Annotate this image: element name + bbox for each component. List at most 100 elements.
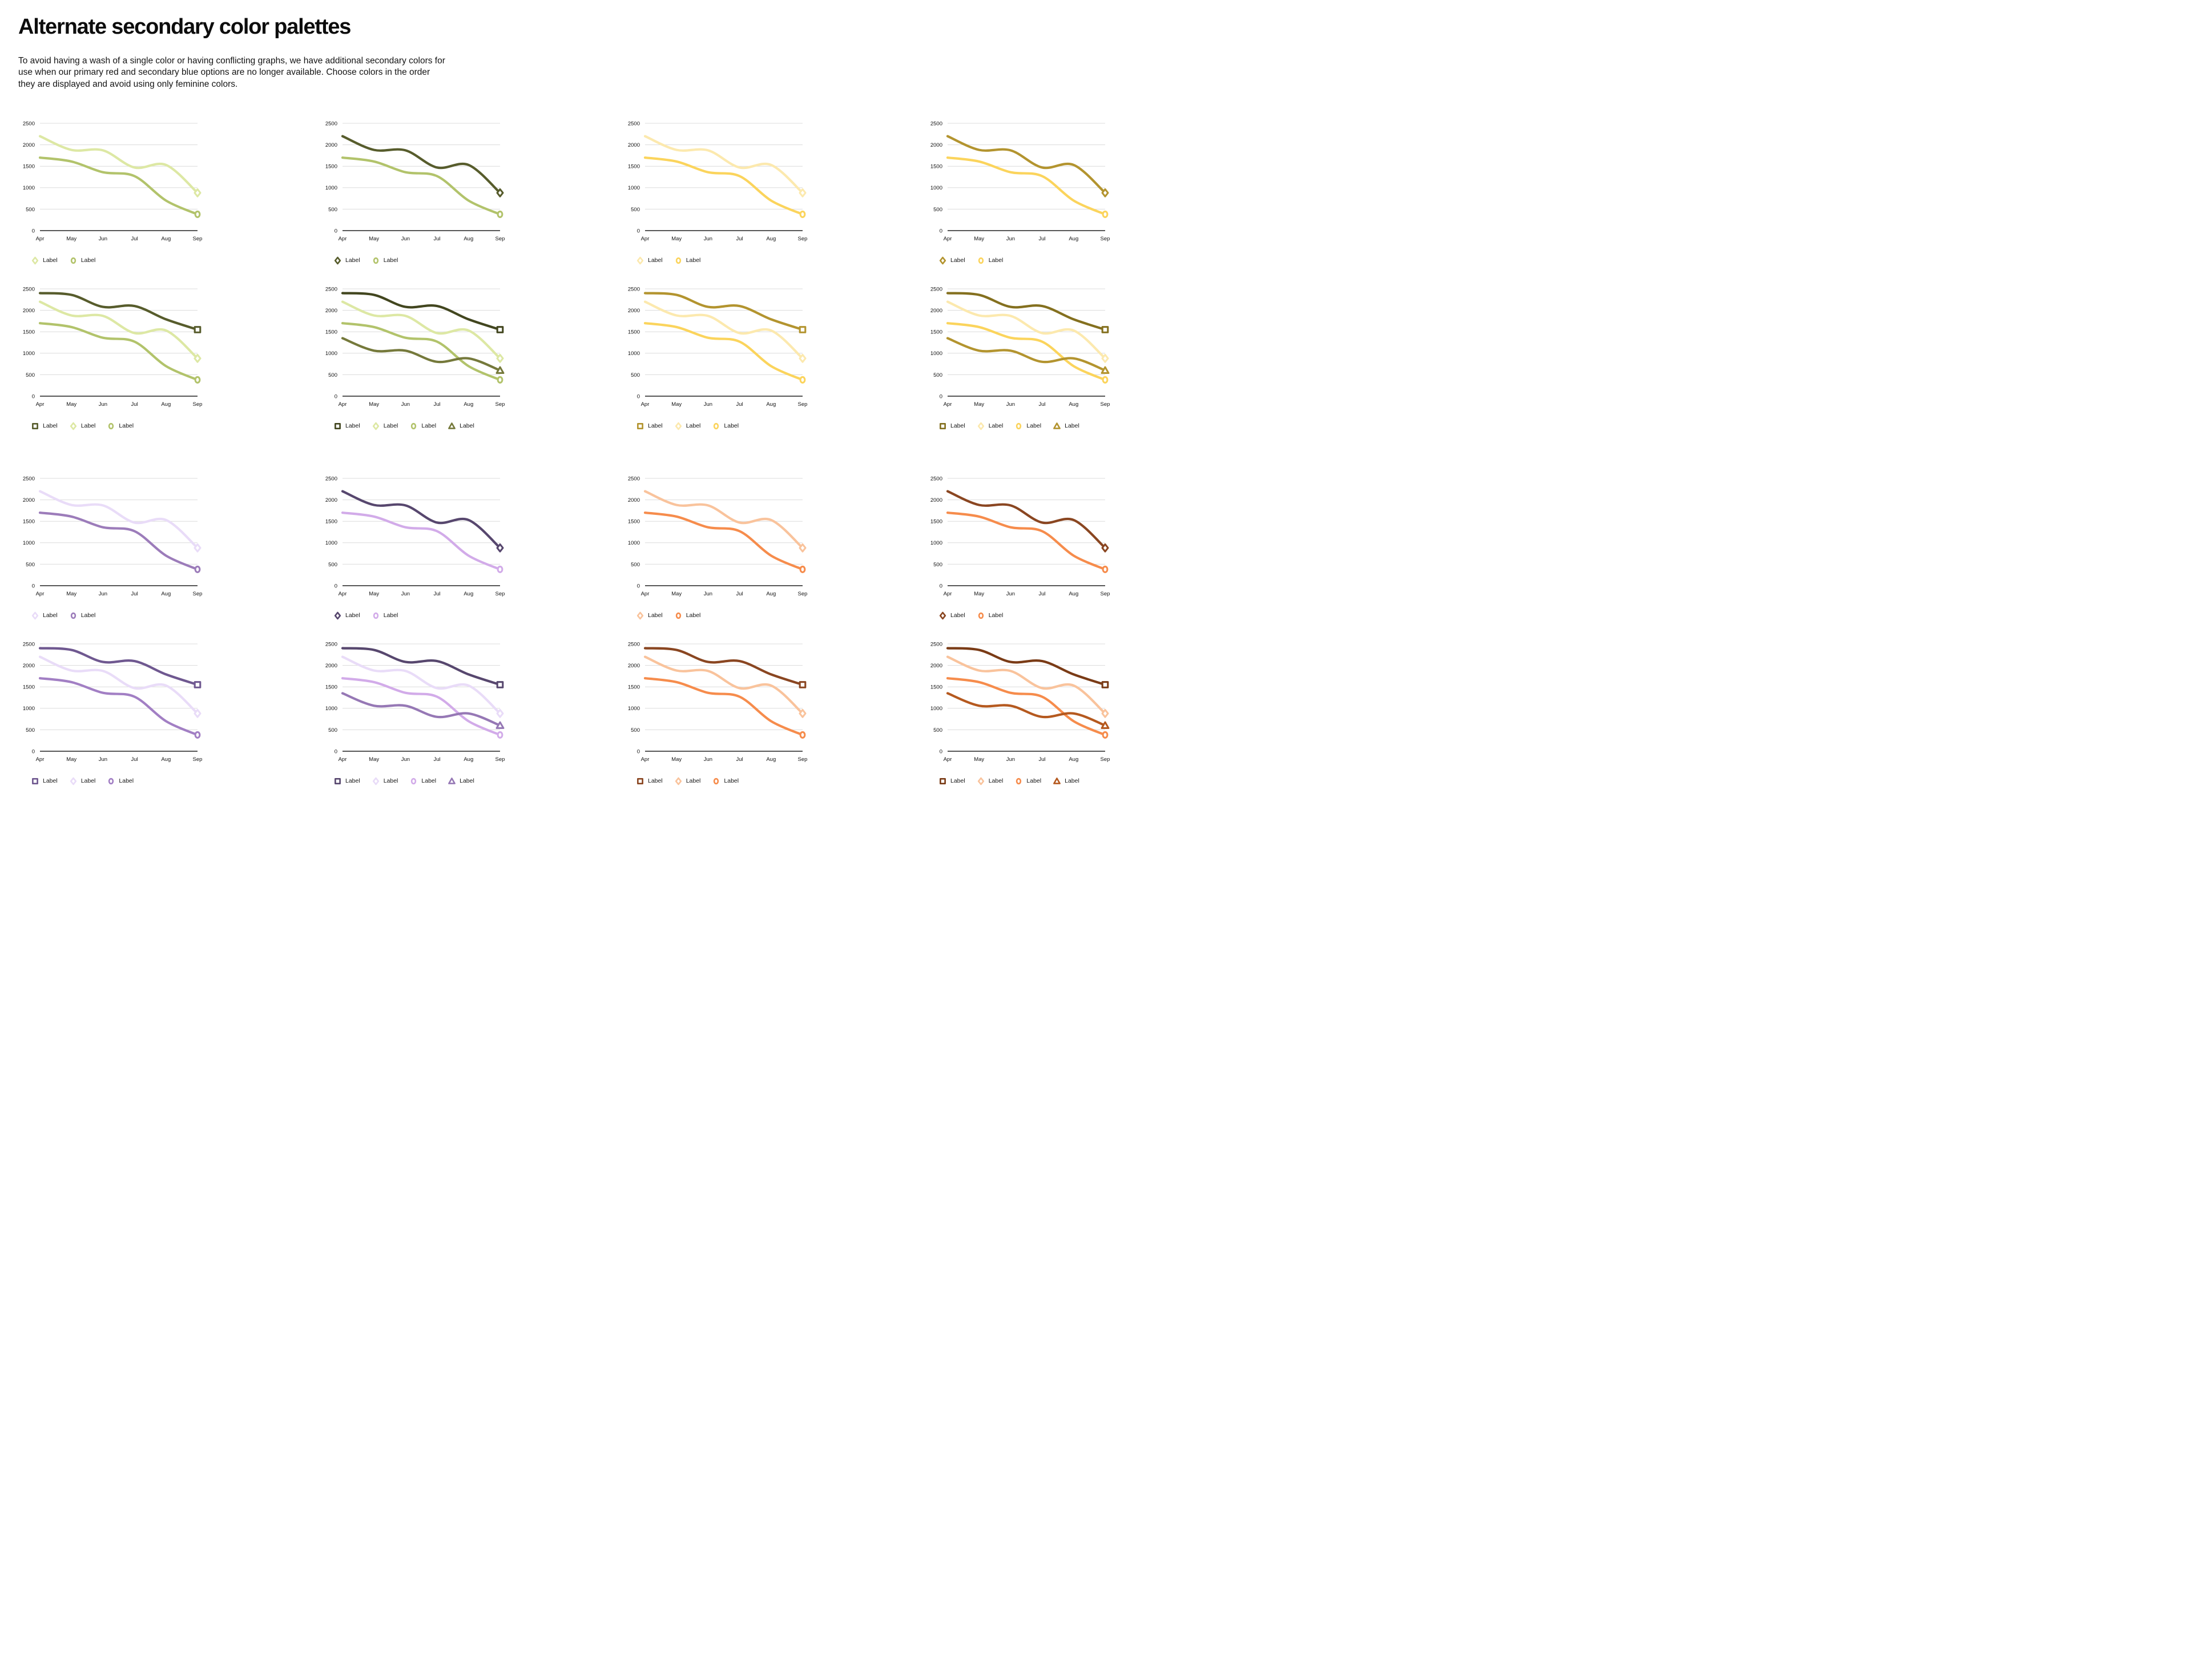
square-marker-icon	[1101, 326, 1109, 334]
legend-item: Label	[31, 777, 58, 785]
square-marker-icon	[940, 422, 946, 429]
x-axis-tick-label: Apr	[36, 236, 45, 242]
line-series-A	[946, 490, 1107, 550]
y-axis-tick-label: 2500	[628, 476, 640, 482]
line-series-A	[38, 490, 199, 550]
legend-label: Label	[421, 422, 437, 430]
y-axis-tick-label: 1000	[930, 186, 942, 192]
line-chart: 0 500 1000 1500 2000 2500 Apr May Jun Jul Aug Sep	[930, 287, 1110, 408]
chart-green-3-series: 0 500 1000 1500 2000 2500 Apr May Jun Jul Aug Sep La…	[18, 284, 203, 430]
legend-circle-icon	[70, 612, 76, 619]
y-axis-tick-label: 1500	[628, 164, 640, 170]
line-series-A	[341, 655, 502, 715]
x-axis-tick-label: Aug	[766, 591, 776, 597]
x-axis-tick-label: Sep	[193, 591, 203, 597]
x-axis-tick-label: Apr	[36, 756, 45, 763]
legend-diamond-icon	[31, 611, 39, 620]
x-axis-tick-label: May	[66, 591, 76, 597]
x-axis-tick-label: Aug	[766, 401, 776, 408]
x-axis-tick-label: Jul	[736, 401, 743, 408]
circle-marker-icon	[799, 566, 806, 574]
y-axis-tick-label: 1000	[628, 186, 640, 192]
legend-triangle-icon	[1053, 777, 1061, 784]
circle-marker-icon	[497, 376, 503, 384]
x-axis-tick-label: May	[66, 401, 76, 408]
y-axis-tick-label: 1500	[628, 684, 640, 691]
legend-diamond-icon	[70, 422, 76, 430]
y-axis-tick-label: 1000	[628, 351, 640, 357]
legend-square-icon	[32, 777, 38, 784]
chart-grid-purple-orange: 0 500 1000 1500 2000 2500 Apr May Jun Jul Aug Sep La…	[18, 474, 1110, 785]
triangle-marker-icon	[448, 422, 456, 429]
y-axis-tick-label: 1000	[325, 351, 337, 357]
y-axis-tick-label: 1500	[930, 519, 942, 525]
legend-label: Label	[686, 777, 701, 785]
legend-label: Label	[345, 777, 360, 785]
x-axis-tick-label: May	[66, 236, 76, 242]
y-axis-tick-label: 2500	[325, 121, 337, 127]
y-axis-tick-label: 1500	[23, 164, 35, 170]
y-axis-tick-label: 1500	[23, 519, 35, 525]
y-axis-tick-label: 2500	[325, 642, 337, 648]
legend-circle-icon	[373, 612, 378, 619]
y-axis-tick-label: 2500	[628, 642, 640, 648]
y-axis-tick-label: 1500	[325, 684, 337, 691]
triangle-marker-icon	[1101, 721, 1110, 730]
legend-item: Label	[674, 422, 700, 430]
line-series-B	[38, 511, 199, 571]
chart-orange-2-series: 0 500 1000 1500 2000 2500 Apr May Jun Jul Aug Sep La…	[623, 474, 807, 620]
chart-legend: Label Label Label Label	[333, 776, 502, 785]
legend-item: Label	[333, 256, 360, 265]
legend-label: Label	[80, 257, 96, 264]
diamond-marker-icon	[334, 611, 341, 620]
legend-item: Label	[31, 611, 58, 620]
line-series-A	[643, 655, 804, 715]
y-axis-tick-label: 1500	[325, 164, 337, 170]
y-axis-tick-label: 2500	[23, 476, 35, 482]
x-axis-tick-label: Jun	[401, 401, 410, 408]
legend-label: Label	[80, 777, 96, 785]
diamond-marker-icon	[1101, 354, 1109, 364]
x-axis-tick-label: Apr	[944, 591, 952, 597]
line-series-B	[643, 511, 804, 571]
circle-marker-icon	[978, 257, 984, 264]
legend-label: Label	[43, 257, 58, 264]
legend-diamond-icon	[675, 422, 682, 430]
x-axis-tick-label: Jul	[1039, 401, 1046, 408]
diamond-marker-icon	[1101, 188, 1109, 198]
y-axis-tick-label: 2000	[930, 497, 942, 503]
legend-item: Label	[409, 422, 436, 430]
y-axis-tick-label: 2500	[325, 476, 337, 482]
circle-marker-icon	[799, 376, 806, 384]
legend-label: Label	[383, 257, 398, 264]
chart-green-2-series: 0 500 1000 1500 2000 2500 Apr May Jun Jul Aug Sep La…	[321, 119, 505, 265]
diamond-marker-icon	[31, 256, 39, 265]
circle-marker-icon	[978, 612, 984, 619]
legend-label: Label	[724, 422, 739, 430]
x-axis-tick-label: Sep	[495, 401, 505, 408]
square-marker-icon	[1101, 681, 1109, 689]
x-axis-tick-label: Sep	[495, 236, 505, 242]
x-axis-tick-label: Sep	[1101, 756, 1110, 763]
legend-item: Label	[636, 256, 663, 265]
chart-yellow-2-series: 0 500 1000 1500 2000 2500 Apr May Jun Jul Aug Sep La…	[926, 119, 1110, 265]
y-axis-tick-label: 500	[26, 207, 35, 213]
square-marker-icon	[637, 777, 643, 784]
chart-purple-2-series: 0 500 1000 1500 2000 2500 Apr May Jun Jul Aug Sep La…	[321, 474, 505, 620]
triangle-marker-icon	[1053, 422, 1061, 429]
chart-legend: Label Label Label	[31, 421, 200, 430]
x-axis-tick-label: Sep	[193, 401, 203, 408]
square-marker-icon	[496, 326, 504, 334]
line-series-B	[946, 322, 1107, 381]
x-axis-tick-label: May	[369, 756, 379, 763]
legend-label: Label	[80, 422, 96, 430]
legend-label: Label	[43, 612, 58, 619]
line-series-B	[341, 677, 502, 736]
legend-circle-icon	[108, 422, 114, 429]
y-axis-tick-label: 1000	[628, 541, 640, 547]
x-axis-tick-label: Jun	[1006, 591, 1015, 597]
legend-label: Label	[80, 612, 96, 619]
line-series-B	[946, 511, 1107, 571]
y-axis-tick-label: 500	[933, 372, 942, 378]
line-series-C	[643, 647, 804, 686]
